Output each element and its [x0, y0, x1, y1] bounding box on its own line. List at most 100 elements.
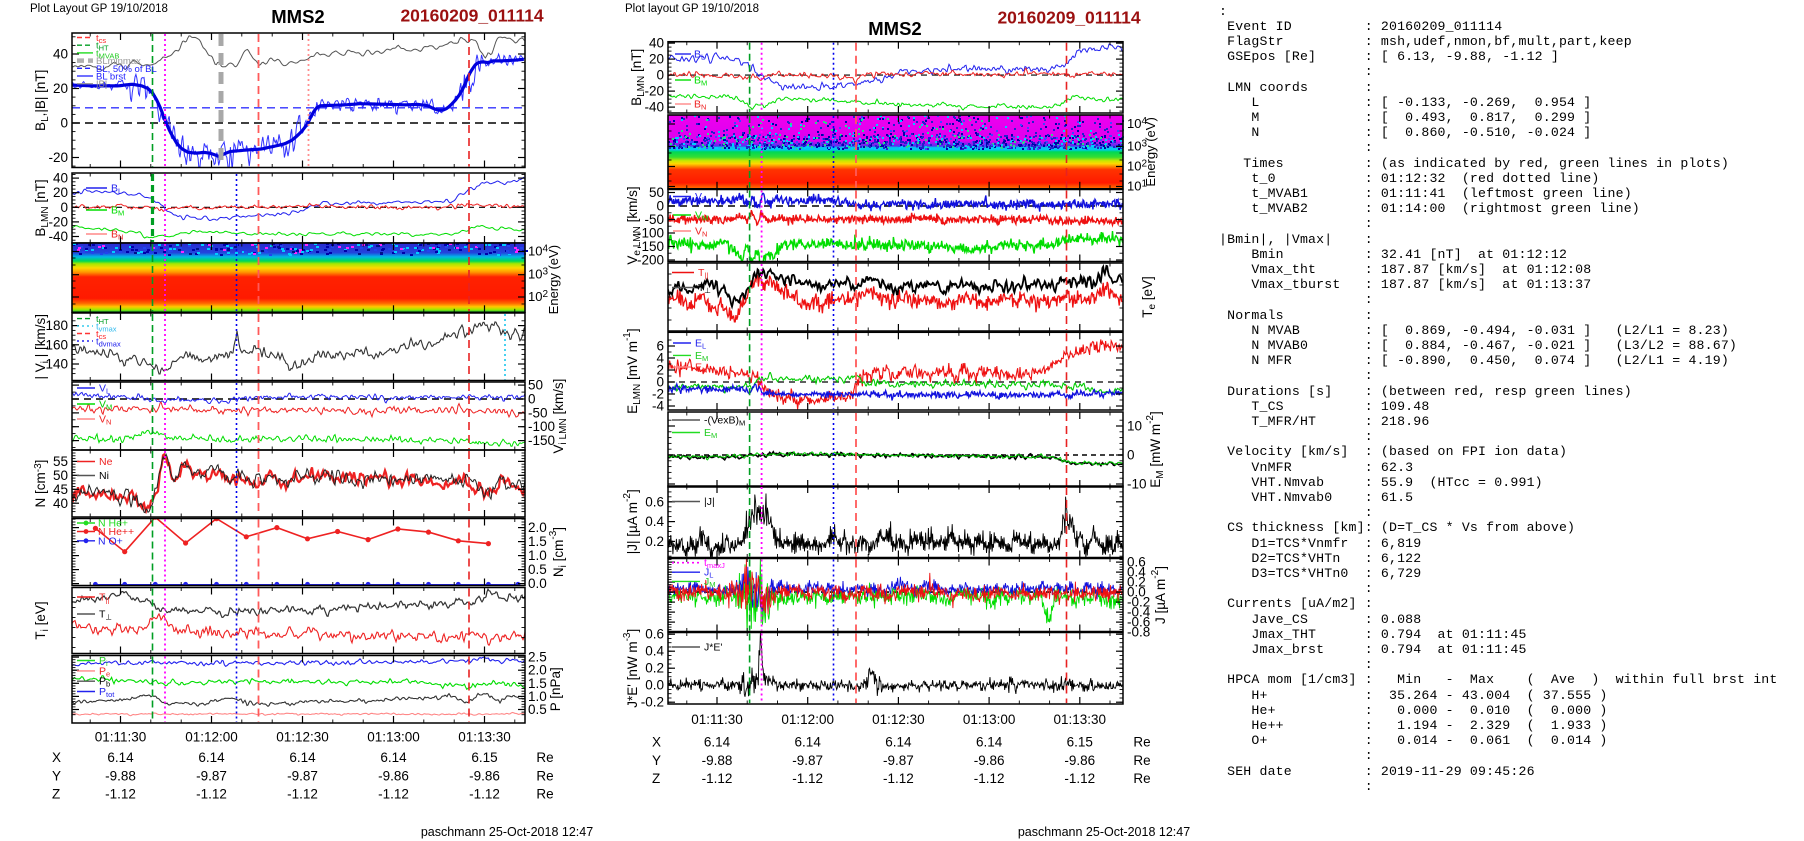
- svg-text:0.0: 0.0: [645, 678, 664, 693]
- svg-text:VL: VL: [695, 191, 706, 204]
- svg-text:EM: EM: [704, 427, 717, 440]
- svg-text:6.14: 6.14: [885, 735, 912, 750]
- svg-text:T||: T||: [698, 267, 708, 280]
- svg-text:01:13:30: 01:13:30: [1054, 712, 1107, 727]
- svg-text:1.5: 1.5: [528, 534, 547, 549]
- svg-text:EM: EM: [695, 350, 708, 363]
- svg-text:BM: BM: [694, 75, 707, 88]
- svg-text:6.14: 6.14: [198, 750, 225, 765]
- svg-text:-50: -50: [528, 405, 548, 420]
- svg-text:50: 50: [528, 378, 543, 393]
- svg-text:VM: VM: [99, 399, 112, 412]
- svg-text:-0.4: -0.4: [1127, 605, 1151, 620]
- svg-text:MMS2: MMS2: [271, 6, 324, 27]
- svg-text:01:12:30: 01:12:30: [872, 712, 925, 727]
- svg-text:0.6: 0.6: [1127, 555, 1146, 570]
- svg-text:0.6: 0.6: [645, 494, 664, 509]
- svg-text:0: 0: [1127, 448, 1135, 463]
- svg-text:tHT: tHT: [96, 314, 109, 326]
- svg-text:01:13:00: 01:13:00: [963, 712, 1016, 727]
- svg-text:-0.8: -0.8: [1127, 625, 1150, 640]
- svg-text:Re: Re: [1133, 735, 1150, 750]
- svg-text:T⊥: T⊥: [698, 282, 711, 295]
- svg-text:EL: EL: [695, 338, 706, 351]
- svg-text:6.14: 6.14: [704, 735, 731, 750]
- svg-text:paschmann 25-Oct-2018 12:47: paschmann 25-Oct-2018 12:47: [1018, 825, 1190, 839]
- svg-text:2.0: 2.0: [528, 663, 547, 678]
- svg-text:-(VexB)M: -(VexB)M: [704, 415, 745, 428]
- svg-text:Re: Re: [1133, 771, 1150, 786]
- svg-text:|J| [µA m-2]: |J| [µA m-2]: [622, 489, 640, 554]
- svg-text:-200: -200: [637, 253, 664, 268]
- svg-text:20: 20: [53, 185, 68, 200]
- svg-text:-9.86: -9.86: [378, 769, 409, 784]
- svg-text:Re: Re: [536, 750, 553, 765]
- svg-text:-100: -100: [637, 226, 664, 241]
- svg-text:-1.12: -1.12: [974, 771, 1005, 786]
- svg-text:BLminmax: BLminmax: [96, 56, 141, 67]
- svg-text:0.5: 0.5: [528, 702, 547, 717]
- svg-text:6: 6: [656, 339, 664, 354]
- svg-text:X: X: [52, 750, 61, 765]
- svg-text:-10: -10: [1127, 477, 1147, 492]
- svg-text:-20: -20: [48, 150, 68, 165]
- svg-text:EM [mW m-2]: EM [mW m-2]: [1145, 411, 1166, 488]
- svg-text:50: 50: [649, 185, 664, 200]
- svg-text:Energy (eV): Energy (eV): [1143, 117, 1158, 186]
- svg-text:180: 180: [45, 318, 68, 333]
- svg-text:01:13:30: 01:13:30: [458, 730, 511, 745]
- svg-text:40: 40: [53, 171, 68, 186]
- svg-text:-9.86: -9.86: [469, 769, 500, 784]
- svg-text:X: X: [652, 735, 661, 750]
- svg-text:50: 50: [53, 468, 68, 483]
- svg-text:01:12:00: 01:12:00: [781, 712, 834, 727]
- svg-text:-1.12: -1.12: [702, 771, 733, 786]
- svg-text:6.14: 6.14: [289, 750, 316, 765]
- svg-text:4: 4: [656, 351, 664, 366]
- svg-text:0: 0: [528, 392, 536, 407]
- svg-text:Plot layout GP 19/10/2018: Plot layout GP 19/10/2018: [625, 3, 759, 15]
- svg-text:140: 140: [45, 357, 68, 372]
- svg-text:tcs: tcs: [96, 33, 106, 45]
- svg-text:2: 2: [656, 363, 664, 378]
- svg-text:20160209_011114: 20160209_011114: [400, 6, 543, 26]
- svg-text:-9.87: -9.87: [883, 753, 914, 768]
- svg-text:J [µA m-2]: J [µA m-2]: [1150, 566, 1168, 624]
- svg-text:Pe: Pe: [99, 665, 110, 678]
- svg-text:01:12:30: 01:12:30: [276, 730, 329, 745]
- svg-text:6.15: 6.15: [1067, 735, 1093, 750]
- svg-text:-1.12: -1.12: [792, 771, 823, 786]
- svg-text:-9.87: -9.87: [196, 769, 227, 784]
- svg-text:01:11:30: 01:11:30: [691, 712, 743, 727]
- svg-text:6.14: 6.14: [107, 750, 134, 765]
- svg-text:-150: -150: [637, 239, 664, 254]
- svg-text:0.6: 0.6: [645, 627, 664, 642]
- svg-text:VM: VM: [695, 210, 708, 223]
- svg-text:40: 40: [53, 47, 68, 62]
- svg-text:Ptot: Ptot: [99, 686, 115, 699]
- svg-text:40: 40: [53, 496, 68, 511]
- svg-text:-150: -150: [528, 433, 555, 448]
- svg-text:VN: VN: [695, 226, 707, 239]
- svg-text:Ti [eV]: Ti [eV]: [33, 601, 51, 639]
- svg-text:55: 55: [53, 454, 68, 469]
- svg-text:BM: BM: [111, 205, 124, 218]
- svg-text:0: 0: [60, 116, 68, 131]
- svg-text:-40: -40: [644, 100, 664, 115]
- svg-text:tMVAB: tMVAB: [96, 48, 119, 60]
- svg-text:01:13:00: 01:13:00: [367, 730, 420, 745]
- svg-text:VN: VN: [99, 414, 111, 427]
- svg-text:BL brst: BL brst: [96, 72, 126, 83]
- svg-text:160: 160: [45, 337, 68, 352]
- svg-text:J*E' [nW m-3]: J*E' [nW m-3]: [622, 629, 640, 708]
- svg-text:6.14: 6.14: [380, 750, 407, 765]
- svg-text:-9.86: -9.86: [974, 753, 1005, 768]
- svg-text:-9.88: -9.88: [702, 753, 733, 768]
- svg-text:N O+: N O+: [98, 535, 123, 547]
- svg-text:BL,|B| [nT]: BL,|B| [nT]: [33, 70, 51, 131]
- svg-text:0: 0: [656, 375, 664, 390]
- svg-text:tcs: tcs: [96, 329, 106, 341]
- svg-text:-4: -4: [652, 399, 664, 414]
- svg-text:tvmax: tvmax: [96, 322, 117, 334]
- svg-text:-0.2: -0.2: [1127, 595, 1150, 610]
